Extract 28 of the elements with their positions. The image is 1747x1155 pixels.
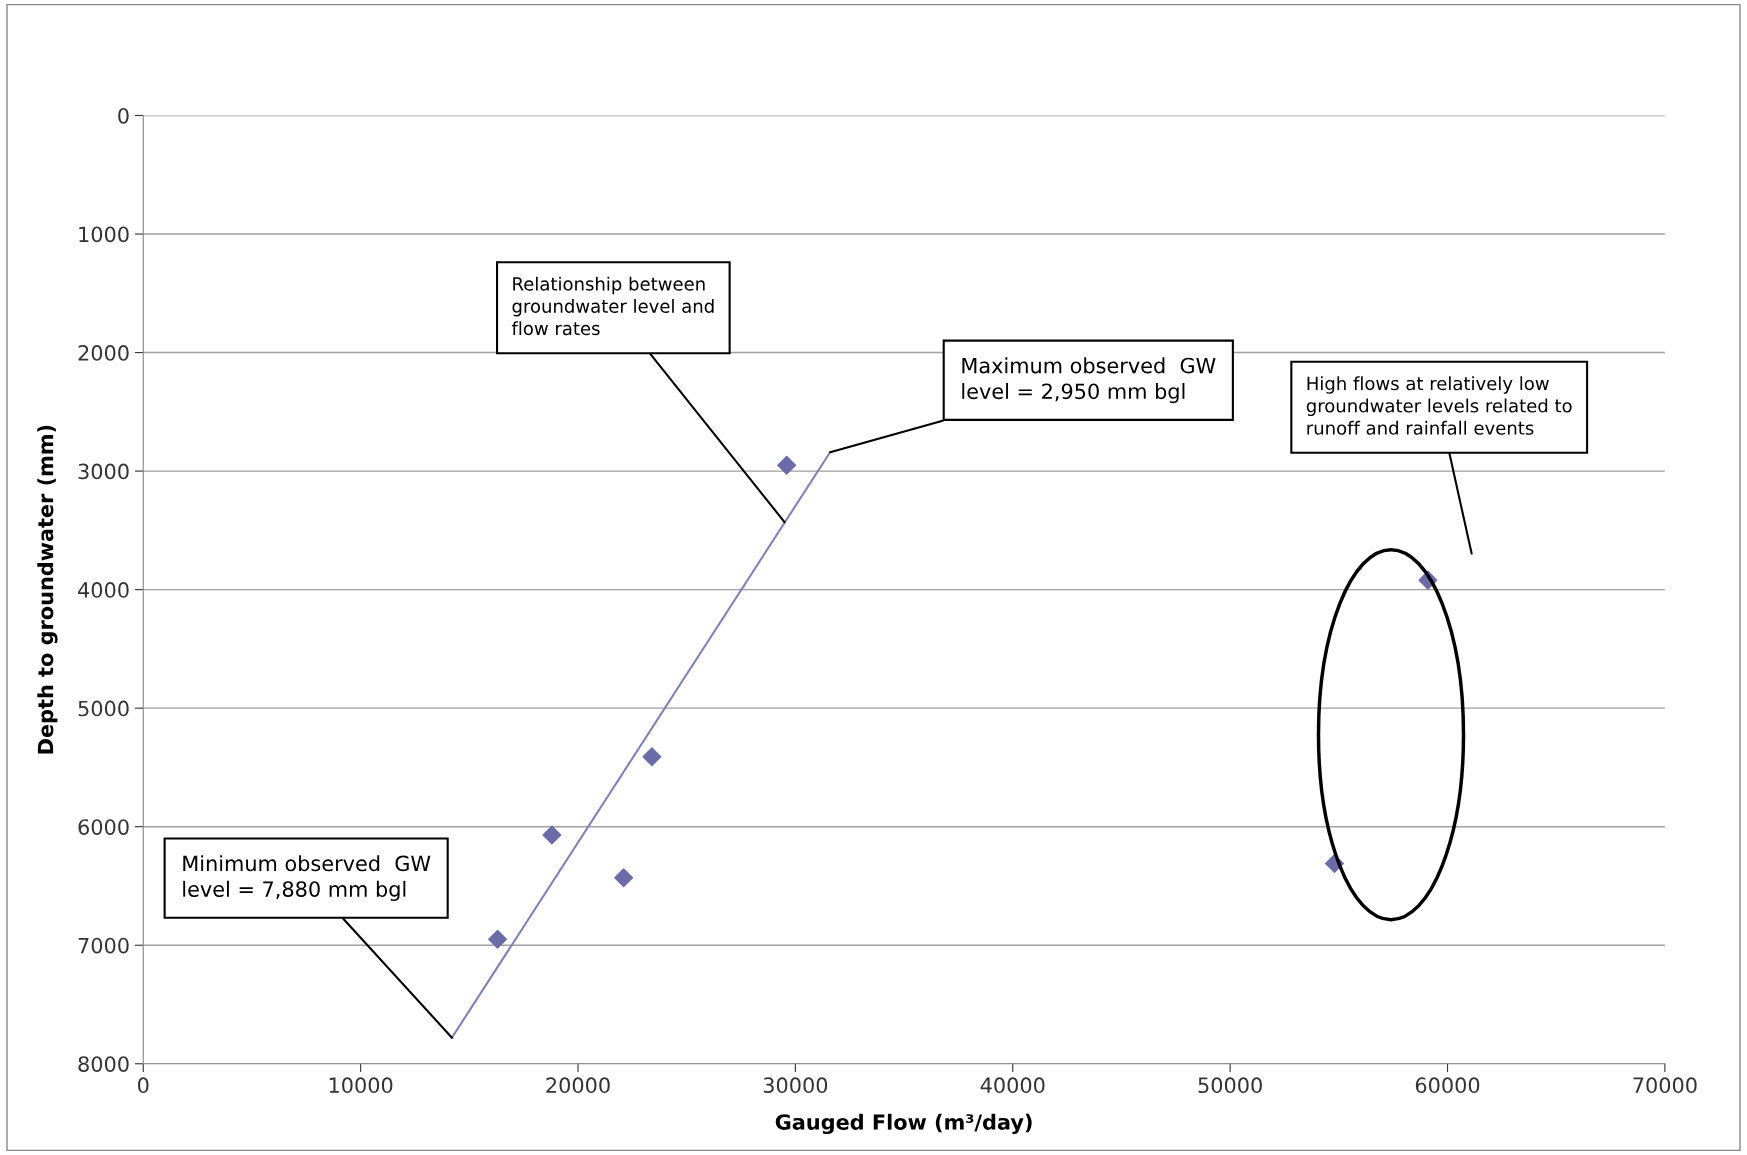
x-tick-label: 30000: [763, 1077, 828, 1094]
y-tick-label: 4000: [78, 582, 129, 598]
x-tick-label: 70000: [1633, 1077, 1697, 1094]
point: [542, 825, 562, 845]
x-axis-title: Gauged Flow (m³/day): [775, 1113, 1032, 1135]
annotation: Relationship between groundwater level and flow rates: [511, 276, 714, 336]
x-tick-label: 60000: [1415, 1077, 1480, 1094]
x-tick-label: 10000: [329, 1077, 393, 1094]
y-tick-label: 6000: [78, 819, 129, 835]
y-tick-label: 1000: [79, 226, 129, 243]
point: [488, 929, 508, 949]
point: [614, 868, 634, 888]
annotation: Maximum observed GW level = 2,950 mm bgl: [962, 357, 1216, 404]
y-tick-label: 0: [118, 107, 129, 124]
annotation: High flows at relatively low groundwater levels related to runoff and rainfall events: [1306, 376, 1572, 435]
y-tick-label: 2000: [78, 345, 129, 361]
x-tick-label: 0: [138, 1077, 149, 1094]
point: [777, 455, 797, 475]
x-tick-label: 40000: [980, 1077, 1045, 1094]
point: [642, 747, 662, 767]
annotation: Minimum observed GW level = 7,880 mm bgl: [183, 855, 431, 901]
y-tick-label: 5000: [78, 700, 129, 717]
y-tick-label: 8000: [78, 1056, 129, 1072]
y-axis-title: Depth to groundwater (mm): [37, 425, 58, 754]
x-tick-label: 20000: [546, 1077, 610, 1094]
x-tick-label: 50000: [1198, 1077, 1262, 1094]
y-tick-label: 7000: [78, 937, 129, 954]
y-tick-label: 3000: [78, 463, 129, 480]
